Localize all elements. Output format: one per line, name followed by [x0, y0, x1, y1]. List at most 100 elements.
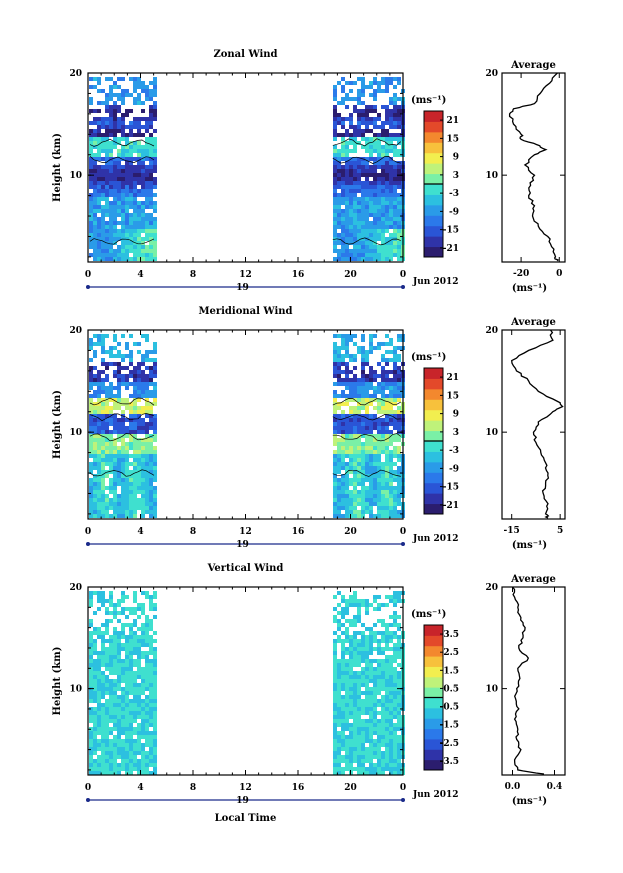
heatmap-cell — [337, 683, 341, 687]
heatmap-cell — [389, 418, 393, 422]
heatmap-cell — [385, 595, 389, 599]
heatmap-cell — [357, 249, 361, 253]
heatmap-cell — [381, 149, 385, 153]
heatmap-cell — [333, 366, 337, 370]
heatmap-cell — [93, 506, 97, 510]
heatmap-cell — [149, 599, 153, 603]
heatmap-cell — [377, 771, 381, 775]
heatmap-cell — [145, 378, 149, 382]
heatmap-cell — [333, 458, 337, 462]
heatmap-cell — [109, 727, 113, 731]
heatmap-cell — [353, 599, 357, 603]
heatmap-cell — [393, 382, 397, 386]
heatmap-cell — [353, 386, 357, 390]
heatmap-cell — [353, 410, 357, 414]
heatmap-cell — [117, 181, 121, 185]
heatmap-cell — [381, 743, 385, 747]
heatmap-cell — [337, 233, 341, 237]
heatmap-cell — [125, 454, 129, 458]
heatmap-cell — [389, 490, 393, 494]
heatmap-cell — [129, 362, 133, 366]
heatmap-cell — [125, 470, 129, 474]
heatmap-cell — [137, 751, 141, 755]
heatmap-cell — [397, 105, 401, 109]
heatmap-cell — [125, 711, 129, 715]
heatmap-cell — [353, 225, 357, 229]
heatmap-cell — [357, 619, 361, 623]
heatmap-cell — [133, 121, 137, 125]
heatmap-cell — [101, 711, 105, 715]
heatmap-cell — [93, 767, 97, 771]
heatmap-cell — [377, 113, 381, 117]
colorbar-segment — [424, 225, 443, 237]
heatmap-cell — [357, 607, 361, 611]
heatmap-cell — [341, 462, 345, 466]
heatmap-cell — [113, 402, 117, 406]
heatmap-cell — [333, 759, 337, 763]
heatmap-cell — [125, 615, 129, 619]
heatmap-cell — [341, 478, 345, 482]
heatmap-cell — [145, 759, 149, 763]
heatmap-cell — [113, 442, 117, 446]
heatmap-cell — [381, 727, 385, 731]
heatmap-cell — [117, 189, 121, 193]
heatmap-cell — [145, 93, 149, 97]
heatmap-cell — [393, 635, 397, 639]
heatmap-cell — [337, 221, 341, 225]
heatmap-cell — [105, 514, 109, 518]
heatmap-cell — [393, 731, 397, 735]
heatmap-cell — [97, 470, 101, 474]
heatmap-cell — [101, 599, 105, 603]
heatmap-cell — [117, 735, 121, 739]
heatmap-cell — [133, 490, 137, 494]
heatmap-cell — [333, 490, 337, 494]
heatmap-cell — [105, 153, 109, 157]
heatmap-cell — [365, 149, 369, 153]
heatmap-cell — [109, 707, 113, 711]
heatmap-cell — [105, 767, 109, 771]
heatmap-cell — [369, 639, 373, 643]
heatmap-cell — [141, 221, 145, 225]
heatmap-cell — [97, 390, 101, 394]
heatmap-cell — [397, 153, 401, 157]
heatmap-cell — [101, 486, 105, 490]
heatmap-cell — [129, 125, 133, 129]
heatmap-cell — [377, 153, 381, 157]
heatmap-cell — [129, 213, 133, 217]
heatmap-cell — [349, 209, 353, 213]
heatmap-cell — [365, 209, 369, 213]
heatmap-cell — [141, 611, 145, 615]
heatmap-cell — [349, 225, 353, 229]
heatmap-cell — [145, 639, 149, 643]
heatmap-cell — [89, 121, 93, 125]
heatmap-cell — [393, 370, 397, 374]
heatmap-cell — [389, 727, 393, 731]
heatmap-cell — [333, 615, 337, 619]
heatmap-cell — [89, 225, 93, 229]
heatmap-cell — [97, 771, 101, 775]
heatmap-cell — [101, 498, 105, 502]
heatmap-cell — [97, 342, 101, 346]
heatmap-cell — [369, 691, 373, 695]
heatmap-cell — [345, 398, 349, 402]
heatmap-cell — [365, 354, 369, 358]
heatmap-cell — [105, 237, 109, 241]
heatmap-cell — [337, 173, 341, 177]
heatmap-cell — [369, 169, 373, 173]
heatmap-cell — [365, 675, 369, 679]
heatmap-cell — [153, 711, 157, 715]
heatmap-cell — [97, 157, 101, 161]
heatmap-cell — [333, 125, 337, 129]
heatmap-cell — [333, 743, 337, 747]
heatmap-cell — [113, 85, 117, 89]
heatmap-cell — [381, 659, 385, 663]
heatmap-cell — [341, 89, 345, 93]
heatmap-cell — [141, 249, 145, 253]
heatmap-cell — [145, 386, 149, 390]
heatmap-cell — [357, 647, 361, 651]
heatmap-cell — [145, 390, 149, 394]
heatmap-cell — [353, 591, 357, 595]
heatmap-cell — [109, 755, 113, 759]
heatmap-cell — [153, 595, 157, 599]
heatmap-cell — [137, 490, 141, 494]
